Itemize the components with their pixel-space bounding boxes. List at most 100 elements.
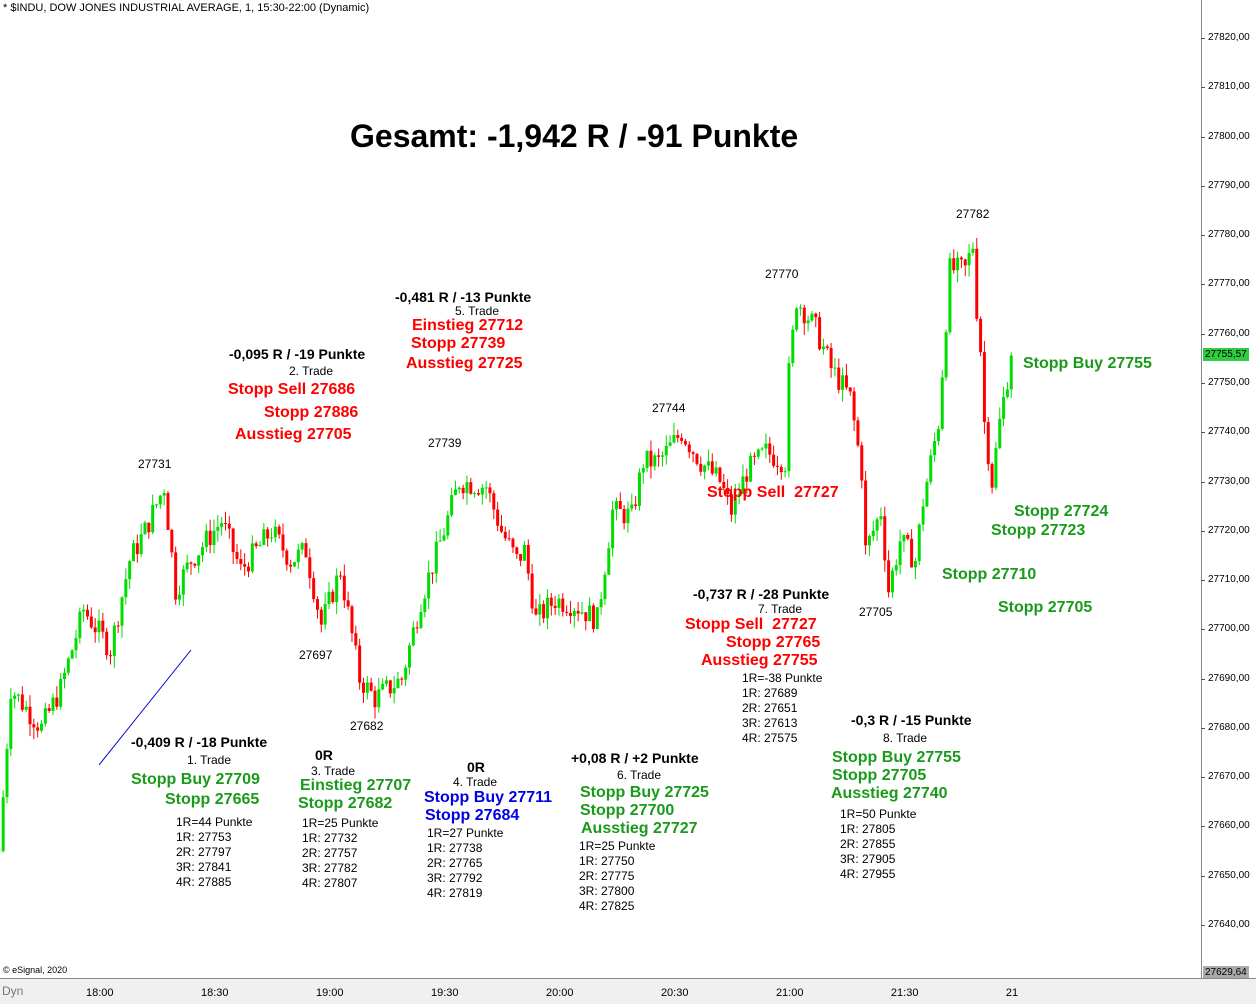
trade-result: -0,409 R / -18 Punkte bbox=[131, 734, 268, 750]
trade-name: 1. Trade bbox=[187, 753, 232, 767]
candle-up bbox=[273, 526, 277, 538]
trade-target: 2R: 27775 bbox=[579, 869, 635, 883]
candle-up bbox=[139, 534, 143, 555]
price-tick bbox=[1201, 580, 1205, 582]
candle-up bbox=[450, 495, 454, 516]
candle-down bbox=[542, 604, 546, 619]
trade-order: Ausstieg 27725 bbox=[406, 355, 523, 372]
peak-price-label: 27782 bbox=[956, 207, 990, 221]
time-tick-label: 21:00 bbox=[775, 987, 804, 999]
price-tick bbox=[1201, 678, 1205, 680]
trade-target: 3R: 27841 bbox=[176, 860, 232, 874]
candle-down bbox=[231, 528, 235, 552]
trade-result: -0,3 R / -15 Punkte bbox=[851, 712, 972, 728]
candle-up bbox=[70, 650, 74, 659]
price-tick bbox=[1201, 777, 1205, 779]
trade-target: 1R=-38 Punkte bbox=[742, 671, 823, 685]
candle-up bbox=[894, 565, 898, 571]
candle-up bbox=[971, 248, 975, 253]
candle-down bbox=[55, 697, 59, 707]
chart-plot-area[interactable]: * $INDU, DOW JONES INDUSTRIAL AVERAGE, 1… bbox=[0, 0, 1201, 978]
candle-up bbox=[607, 548, 611, 575]
candle-down bbox=[726, 488, 730, 495]
candle-down bbox=[634, 504, 638, 506]
price-tick bbox=[1201, 235, 1205, 237]
candle-down bbox=[338, 575, 342, 577]
price-tick-label: 27720,00 bbox=[1208, 524, 1250, 536]
candle-up bbox=[756, 449, 760, 457]
candle-up bbox=[833, 367, 837, 369]
candle-up bbox=[419, 612, 423, 628]
time-tick-label: 19:00 bbox=[315, 987, 344, 999]
candle-down bbox=[979, 318, 983, 353]
candle-up bbox=[480, 487, 484, 495]
candle-up bbox=[956, 257, 960, 271]
price-tick-label: 27700,00 bbox=[1208, 623, 1250, 635]
price-axis[interactable]: 27755,57 27629,64 27820,00 27810,00 27800,… bbox=[1201, 0, 1256, 979]
candle-down bbox=[534, 608, 538, 615]
price-tick-label: 27810,00 bbox=[1208, 81, 1250, 93]
price-tick bbox=[1201, 925, 1205, 927]
candle-up bbox=[603, 574, 607, 600]
candle-down bbox=[986, 422, 990, 465]
candle-down bbox=[676, 435, 680, 438]
trade-name: 8. Trade bbox=[883, 731, 928, 745]
price-tick bbox=[1201, 38, 1205, 39]
candle-up bbox=[377, 689, 381, 708]
candle-up bbox=[484, 487, 488, 489]
candle-up bbox=[404, 667, 408, 680]
candle-up bbox=[258, 544, 262, 547]
candle-down bbox=[223, 523, 227, 525]
trade-target: 3R: 27792 bbox=[427, 871, 483, 885]
candle-up bbox=[434, 541, 438, 574]
candle-up bbox=[940, 377, 944, 429]
candle-down bbox=[361, 682, 365, 693]
candle-up bbox=[998, 418, 1002, 449]
candle-up bbox=[40, 723, 44, 731]
candle-down bbox=[331, 591, 335, 603]
candle-down bbox=[718, 467, 722, 482]
time-tick-label: 18:00 bbox=[86, 987, 114, 999]
trade-order: Stopp 27739 bbox=[411, 335, 506, 352]
candle-up bbox=[522, 544, 526, 561]
candle-up bbox=[200, 547, 204, 556]
candle-down bbox=[281, 534, 285, 551]
candle-down bbox=[852, 391, 856, 421]
candle-down bbox=[108, 655, 112, 657]
candle-up bbox=[300, 543, 304, 550]
trade-name: 4. Trade bbox=[453, 775, 498, 789]
candle-down bbox=[415, 627, 419, 629]
candle-up bbox=[327, 591, 331, 605]
candle-down bbox=[511, 538, 515, 548]
time-axis[interactable]: Dyn 18:00 18:30 19:00 19:30 20:00 20:30 21:00 2… bbox=[0, 978, 1256, 1004]
price-tick bbox=[1201, 382, 1205, 384]
candle-up bbox=[128, 561, 132, 580]
candle-up bbox=[78, 611, 82, 639]
chart-stop-note: Stopp 27710 bbox=[942, 566, 1037, 583]
candle-down bbox=[254, 543, 258, 547]
candle-down bbox=[825, 346, 829, 348]
chart-stop-note: Stopp Buy 27755 bbox=[1023, 355, 1152, 372]
candle-up bbox=[760, 448, 764, 450]
price-tick bbox=[1201, 727, 1205, 729]
chart-stop-note: Stopp 27724 bbox=[1014, 503, 1109, 520]
trade-order: Stopp 27700 bbox=[580, 802, 675, 819]
candle-up bbox=[994, 448, 998, 488]
candle-up bbox=[97, 620, 101, 633]
candle-up bbox=[384, 680, 388, 684]
candle-down bbox=[695, 453, 699, 464]
price-tick bbox=[1201, 432, 1205, 434]
candle-up bbox=[1002, 396, 1006, 419]
candle-down bbox=[342, 575, 346, 601]
dyn-button[interactable]: Dyn bbox=[2, 984, 24, 998]
trade-order: Stopp 27886 bbox=[264, 404, 359, 421]
trade-result: +0,08 R / +2 Punkte bbox=[571, 750, 699, 766]
candle-down bbox=[189, 562, 193, 564]
candle-down bbox=[829, 347, 833, 368]
candle-up bbox=[17, 694, 21, 696]
candle-up bbox=[879, 516, 883, 520]
candle-down bbox=[779, 466, 783, 473]
candle-up bbox=[335, 575, 339, 603]
trade-target: 2R: 27765 bbox=[427, 856, 483, 870]
candle-down bbox=[227, 523, 231, 529]
